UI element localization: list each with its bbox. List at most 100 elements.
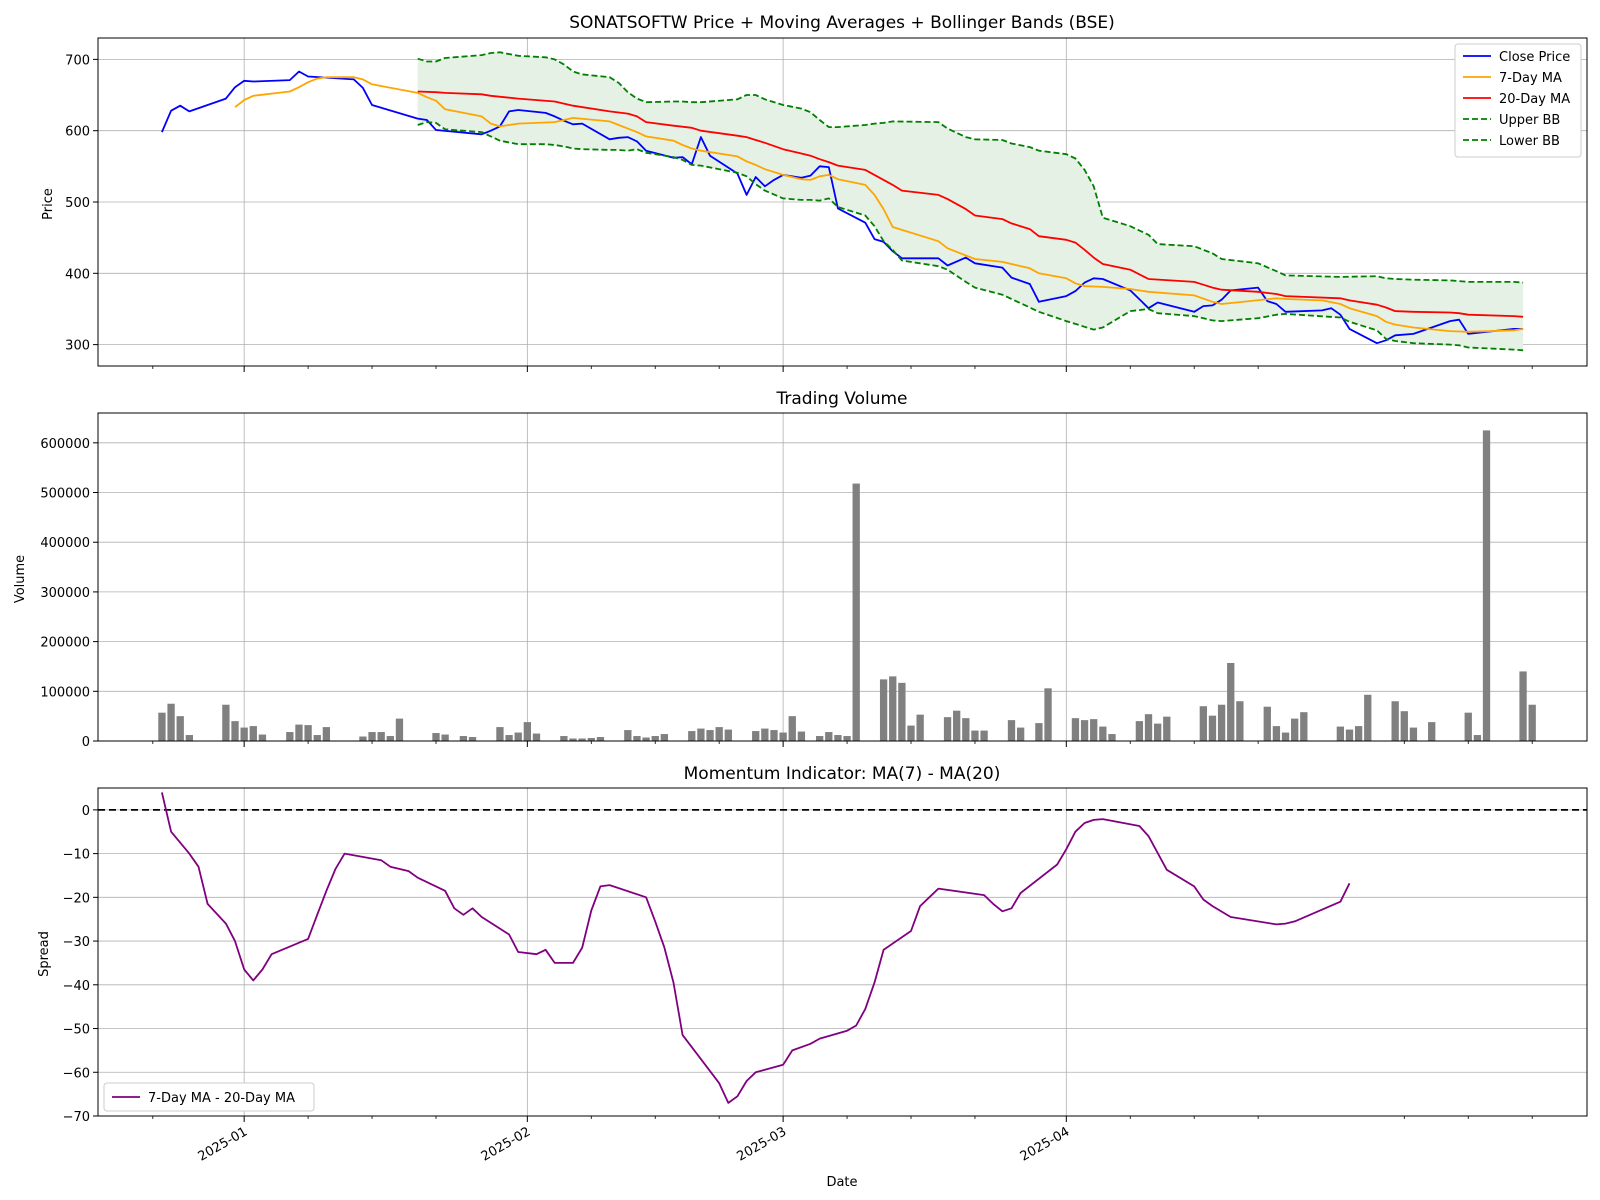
volume-bar (459, 736, 468, 741)
volume-bar (843, 736, 851, 741)
momentum-legend: 7-Day MA - 20-Day MA (103, 1082, 315, 1112)
y-tick-label: −10 (63, 848, 90, 863)
volume-bar (496, 727, 504, 741)
volume-bar (441, 734, 449, 741)
volume-bar (788, 716, 796, 741)
volume-bar (688, 731, 696, 741)
volume-bar (770, 730, 778, 741)
volume-bar (532, 733, 541, 741)
y-tick-label: 100000 (40, 685, 90, 700)
price-legend: Close Price 7-Day MA 20-Day MA Upper BB Lowe… (1454, 43, 1582, 158)
volume-bar (633, 736, 641, 741)
x-tick-label: 2025-01 (196, 1124, 251, 1164)
volume-bar (1199, 706, 1207, 741)
volume-bar (1227, 662, 1235, 741)
y-tick-label: 400 (65, 267, 90, 282)
volume-bar (1263, 706, 1271, 741)
series-line-7-day-ma-20-day-ma (161, 792, 1351, 1104)
volume-bar (1519, 671, 1527, 741)
volume-bar (1345, 729, 1354, 741)
volume-bar (1428, 722, 1436, 741)
volume-bar (231, 721, 239, 741)
y-tick-label: 300 (65, 339, 90, 354)
volume-bar (1144, 714, 1153, 741)
volume-bar (1354, 726, 1363, 741)
volume-bar (377, 732, 385, 741)
momentum-chart-title: Momentum Indicator: MA(7) - MA(20) (684, 764, 1001, 784)
volume-bar (752, 731, 760, 741)
volume-bar (898, 682, 906, 741)
volume-bar (852, 483, 860, 741)
legend-label: Lower BB (1499, 134, 1560, 149)
volume-bar (953, 710, 961, 741)
volume-bar (1208, 715, 1217, 741)
volume-bar (1473, 735, 1482, 741)
volume-bar (907, 725, 915, 741)
y-tick-label: 500000 (40, 487, 90, 502)
y-tick-label: −30 (63, 935, 90, 950)
volume-bar (889, 676, 897, 741)
volume-bar (779, 732, 787, 741)
y-tick-label: 0 (82, 735, 90, 750)
volume-bar (962, 718, 970, 741)
volume-bar (1099, 726, 1107, 741)
legend-box (1454, 43, 1582, 158)
volume-bar (1464, 712, 1472, 741)
volume-bar (468, 737, 477, 741)
volume-bar (1080, 720, 1089, 741)
legend-label: 7-Day MA (1499, 71, 1562, 86)
volume-bar (322, 727, 331, 741)
volume-bar (1300, 712, 1308, 741)
y-tick-label: 600000 (40, 437, 90, 452)
volume-bar (395, 718, 404, 741)
volume-bar (523, 722, 531, 741)
volume-bar (1409, 727, 1418, 741)
legend-label: 7-Day MA - 20-Day MA (148, 1091, 295, 1106)
volume-bar (715, 727, 723, 741)
volume-bar (651, 736, 659, 741)
volume-bar (1272, 726, 1281, 741)
volume-bar (916, 714, 924, 741)
volume-bar (1007, 720, 1016, 741)
volume-panel: Trading Volume Volume 0 100000 200000 30000… (13, 389, 1588, 750)
y-tick-label: 300000 (40, 586, 90, 601)
x-axis-label: Date (826, 1175, 857, 1190)
plot-frame (97, 787, 1588, 1117)
volume-bar (295, 724, 303, 741)
volume-bar (1291, 718, 1299, 741)
volume-bar (761, 728, 769, 741)
volume-bar (980, 730, 988, 741)
y-tick-label: −50 (63, 1023, 90, 1038)
volume-bar (943, 717, 952, 741)
y-tick-label: −70 (63, 1110, 90, 1125)
volume-bar (624, 730, 632, 741)
volume-bar (1391, 701, 1399, 741)
x-tick-label: 2025-03 (735, 1124, 790, 1164)
volume-bar (1281, 732, 1290, 741)
y-tick-label: 700 (65, 53, 90, 68)
volume-bar (797, 731, 806, 741)
y-tick-label: 600 (65, 125, 90, 140)
volume-bar (971, 730, 979, 741)
series-line-20-day-ma (417, 90, 1524, 318)
series-line-upper-bb (417, 51, 1524, 284)
plot-frame (97, 412, 1588, 742)
series-line-lower-bb (417, 121, 1524, 352)
y-tick-label: −40 (63, 979, 90, 994)
volume-bar (1154, 723, 1162, 741)
legend-label: Close Price (1499, 50, 1570, 65)
volume-chart-title: Trading Volume (775, 389, 907, 409)
legend-label: Upper BB (1499, 113, 1560, 128)
volume-bar (569, 738, 577, 741)
volume-bar (359, 736, 367, 741)
legend-box (103, 1082, 315, 1112)
y-tick-label: 400000 (40, 536, 90, 551)
bollinger-band-fill (417, 52, 1524, 351)
volume-bar (514, 732, 522, 741)
volume-bar (596, 737, 605, 741)
volume-bar (185, 735, 194, 741)
volume-bar (560, 736, 568, 741)
volume-bar (816, 736, 824, 741)
volume-bar (1163, 716, 1171, 741)
